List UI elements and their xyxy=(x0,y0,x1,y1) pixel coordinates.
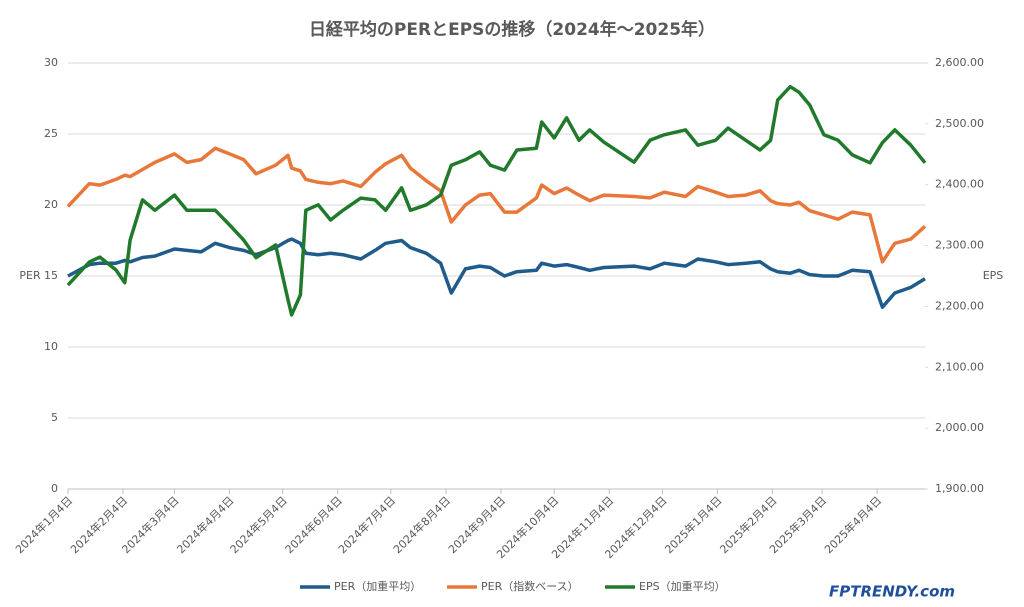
y2-tick-label: 1,900.00 xyxy=(935,482,984,495)
y2-tick-label: 2,400.00 xyxy=(935,178,984,191)
x-tick-label: 2024年1月4日 xyxy=(12,493,75,556)
chart-title: 日経平均のPERとEPSの推移（2024年～2025年） xyxy=(309,19,715,40)
y-tick-label: 20 xyxy=(44,198,58,211)
y2-tick-label: 2,600.00 xyxy=(935,56,984,69)
y-tick-label: 10 xyxy=(44,340,58,353)
y-tick-label: 25 xyxy=(44,127,58,140)
x-tick-label: 2024年8月4日 xyxy=(390,493,453,556)
legend-label: EPS（加重平均） xyxy=(639,579,726,593)
x-tick-label: 2024年5月4日 xyxy=(227,493,290,556)
x-tick-label: 2025年1月4日 xyxy=(662,493,725,556)
watermark: FPTRENDY.com xyxy=(829,583,955,601)
y2-tick-label: 2,300.00 xyxy=(935,239,984,252)
legend-label: PER（加重平均） xyxy=(334,579,421,593)
line-series xyxy=(67,237,926,309)
x-tick-label: 2025年4月4日 xyxy=(821,493,884,556)
y2-axis-label: EPS xyxy=(983,269,1004,282)
legend-label: PER（指数ベース） xyxy=(481,579,579,593)
y-tick-label: 5 xyxy=(51,411,58,424)
y2-tick-label: 2,500.00 xyxy=(935,117,984,130)
y-axis-label: PER xyxy=(19,269,41,282)
y-tick-label: 30 xyxy=(44,56,58,69)
y2-tick-label: 2,000.00 xyxy=(935,421,984,434)
line-series xyxy=(66,84,927,317)
x-tick-label: 2024年7月4日 xyxy=(335,493,398,556)
y2-tick-label: 2,100.00 xyxy=(935,360,984,373)
y-tick-label: 0 xyxy=(51,482,58,495)
line-series xyxy=(66,146,927,264)
y2-tick-label: 2,200.00 xyxy=(935,299,984,312)
y-tick-label: 15 xyxy=(44,269,58,282)
